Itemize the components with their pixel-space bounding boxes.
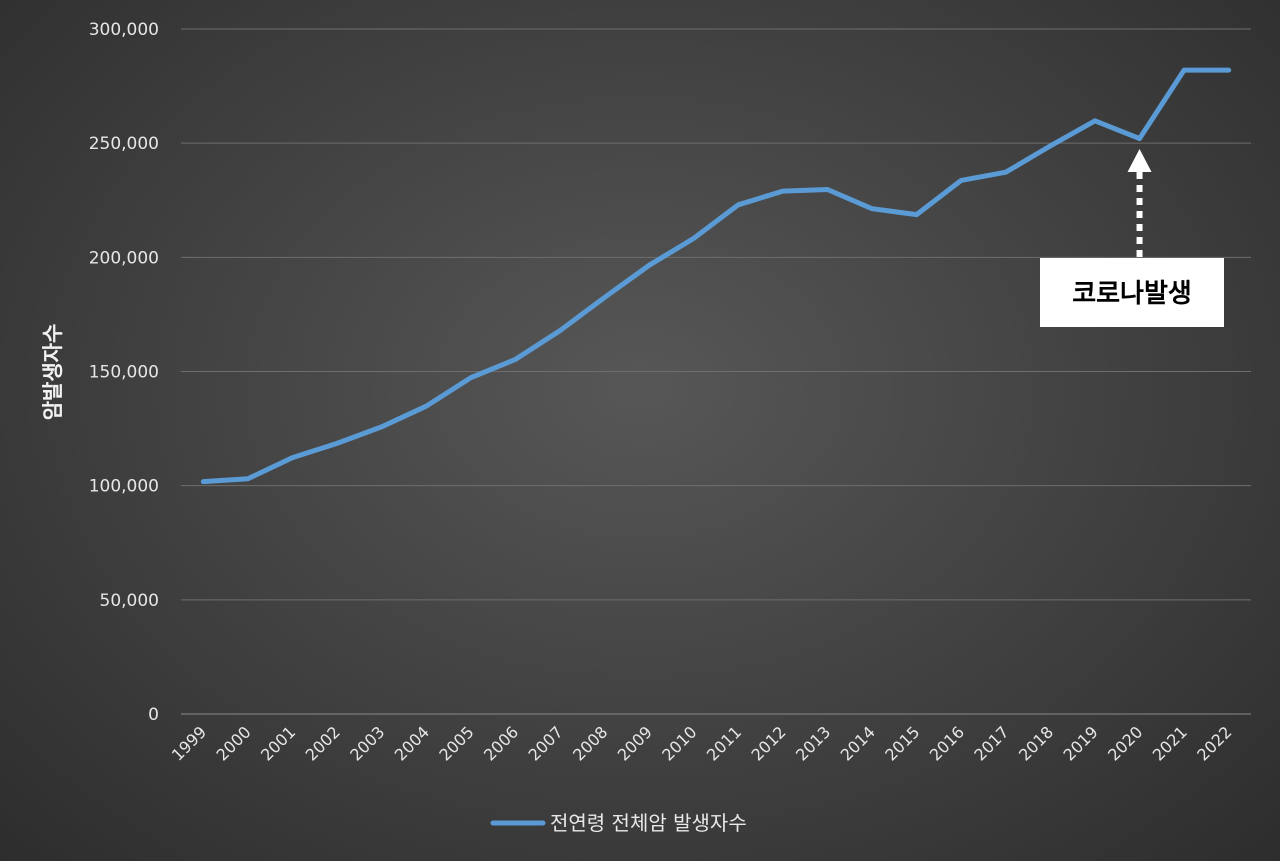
y-axis-ticks: 0 50,000 100,000 150,000 200,000 250,000 300,0… — [89, 20, 159, 725]
gridlines — [181, 28, 1251, 715]
annotation-arrow-head — [1127, 149, 1152, 172]
x-tick-label: 2013 — [792, 722, 834, 764]
x-tick-label: 2014 — [837, 722, 879, 764]
series-line — [200, 67, 1232, 485]
x-tick-label: 2007 — [525, 722, 567, 764]
y-axis-label: 암발생자수 — [41, 324, 65, 421]
x-tick-label: 2017 — [970, 722, 1012, 764]
series-group — [200, 67, 1232, 485]
x-tick-label: 2018 — [1015, 722, 1057, 764]
y-tick-label: 0 — [148, 705, 159, 725]
x-tick-label: 2011 — [703, 722, 745, 764]
x-axis-ticks: 1999 2000 2001 2002 2003 2004 2005 2006 2007 2008… — [168, 722, 1236, 764]
x-tick-label: 2009 — [614, 722, 656, 764]
x-tick-label: 2010 — [658, 722, 700, 764]
x-tick-label: 2001 — [257, 722, 299, 764]
x-tick-label: 2003 — [346, 722, 388, 764]
x-tick-label: 2020 — [1104, 722, 1146, 764]
x-tick-label: 2008 — [569, 722, 611, 764]
x-tick-label: 2015 — [881, 722, 923, 764]
x-tick-label: 2005 — [435, 722, 477, 764]
legend-label: 전연령 전체암 발생자수 — [550, 811, 747, 835]
x-tick-label: 2021 — [1149, 722, 1191, 764]
y-tick-label: 150,000 — [89, 363, 159, 383]
x-tick-label: 2012 — [747, 722, 789, 764]
x-tick-label: 2002 — [302, 722, 344, 764]
x-tick-label: 2000 — [212, 722, 254, 764]
legend: 전연령 전체암 발생자수 — [490, 811, 747, 835]
x-tick-label: 2019 — [1060, 722, 1102, 764]
x-tick-label: 2006 — [480, 722, 522, 764]
x-tick-label: 2016 — [926, 722, 968, 764]
x-tick-label: 1999 — [168, 722, 210, 764]
y-tick-label: 100,000 — [89, 477, 159, 497]
y-tick-label: 200,000 — [89, 248, 159, 268]
y-tick-label: 250,000 — [89, 134, 159, 154]
annotation-text: 코로나발생 — [1072, 279, 1192, 309]
y-tick-label: 50,000 — [100, 591, 159, 611]
annotation-box — [1040, 258, 1224, 327]
x-tick-label: 2004 — [391, 722, 433, 764]
y-tick-label: 300,000 — [89, 20, 159, 40]
annotation-group: 코로나발생 — [1040, 149, 1224, 327]
x-tick-label: 2022 — [1193, 722, 1235, 764]
